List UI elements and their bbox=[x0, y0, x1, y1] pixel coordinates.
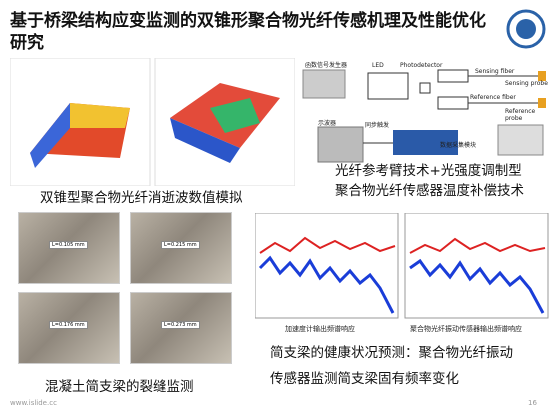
photo-label: L=0.273 mm bbox=[161, 321, 200, 329]
photo: L=0.273 mm bbox=[130, 292, 232, 364]
page-number: 16 bbox=[528, 399, 537, 407]
chart-caption: 聚合物光纤振动传感器输出频谱响应 bbox=[410, 325, 522, 333]
diagram-label: 数据采集模块 bbox=[440, 142, 477, 149]
photo: L=0.105 mm bbox=[18, 212, 120, 284]
caption: 聚合物光纤传感器温度补偿技术 bbox=[335, 183, 524, 199]
slide-title: 基于桥梁结构应变监测的双锥形聚合物光纤传感机理及性能优化研究 bbox=[10, 11, 486, 53]
diagram-label: Photodetector bbox=[400, 62, 443, 69]
photo-label: L=0.176 mm bbox=[49, 321, 88, 329]
caption: 双锥型聚合物光纤消逝波数值模拟 bbox=[40, 190, 243, 206]
diagram-label: 同步触发 bbox=[365, 122, 390, 129]
photo: L=0.176 mm bbox=[18, 292, 120, 364]
diagram-label: 示波器 bbox=[318, 120, 337, 127]
diagram-label: Sensing fiber bbox=[475, 68, 515, 75]
diagram-label: 函数信号发生器 bbox=[305, 62, 348, 69]
logo bbox=[506, 9, 546, 49]
caption: 光纤参考臂技术+光强度调制型 bbox=[335, 163, 522, 179]
caption: 传感器监测简支梁固有频率变化 bbox=[270, 371, 459, 387]
caption: 混凝土简支梁的裂缝监测 bbox=[45, 379, 194, 395]
system-diagram bbox=[302, 69, 546, 163]
diagram-label: Reference probe bbox=[505, 108, 536, 122]
photo: L=0.215 mm bbox=[130, 212, 232, 284]
spectrum-plots bbox=[255, 213, 549, 319]
diagram-label: Sensing probe bbox=[505, 80, 548, 87]
caption: 简支梁的健康状况预测：聚合物光纤振动 bbox=[270, 345, 513, 361]
simulation-plots bbox=[10, 58, 295, 186]
photo-label: L=0.105 mm bbox=[49, 241, 88, 249]
footer-url: www.islide.cc bbox=[10, 399, 57, 407]
diagram-label: Reference fiber bbox=[470, 94, 516, 101]
chart-caption: 加速度计输出频谱响应 bbox=[285, 325, 355, 333]
diagram-label: LED bbox=[372, 62, 384, 69]
photo-label: L=0.215 mm bbox=[161, 241, 200, 249]
